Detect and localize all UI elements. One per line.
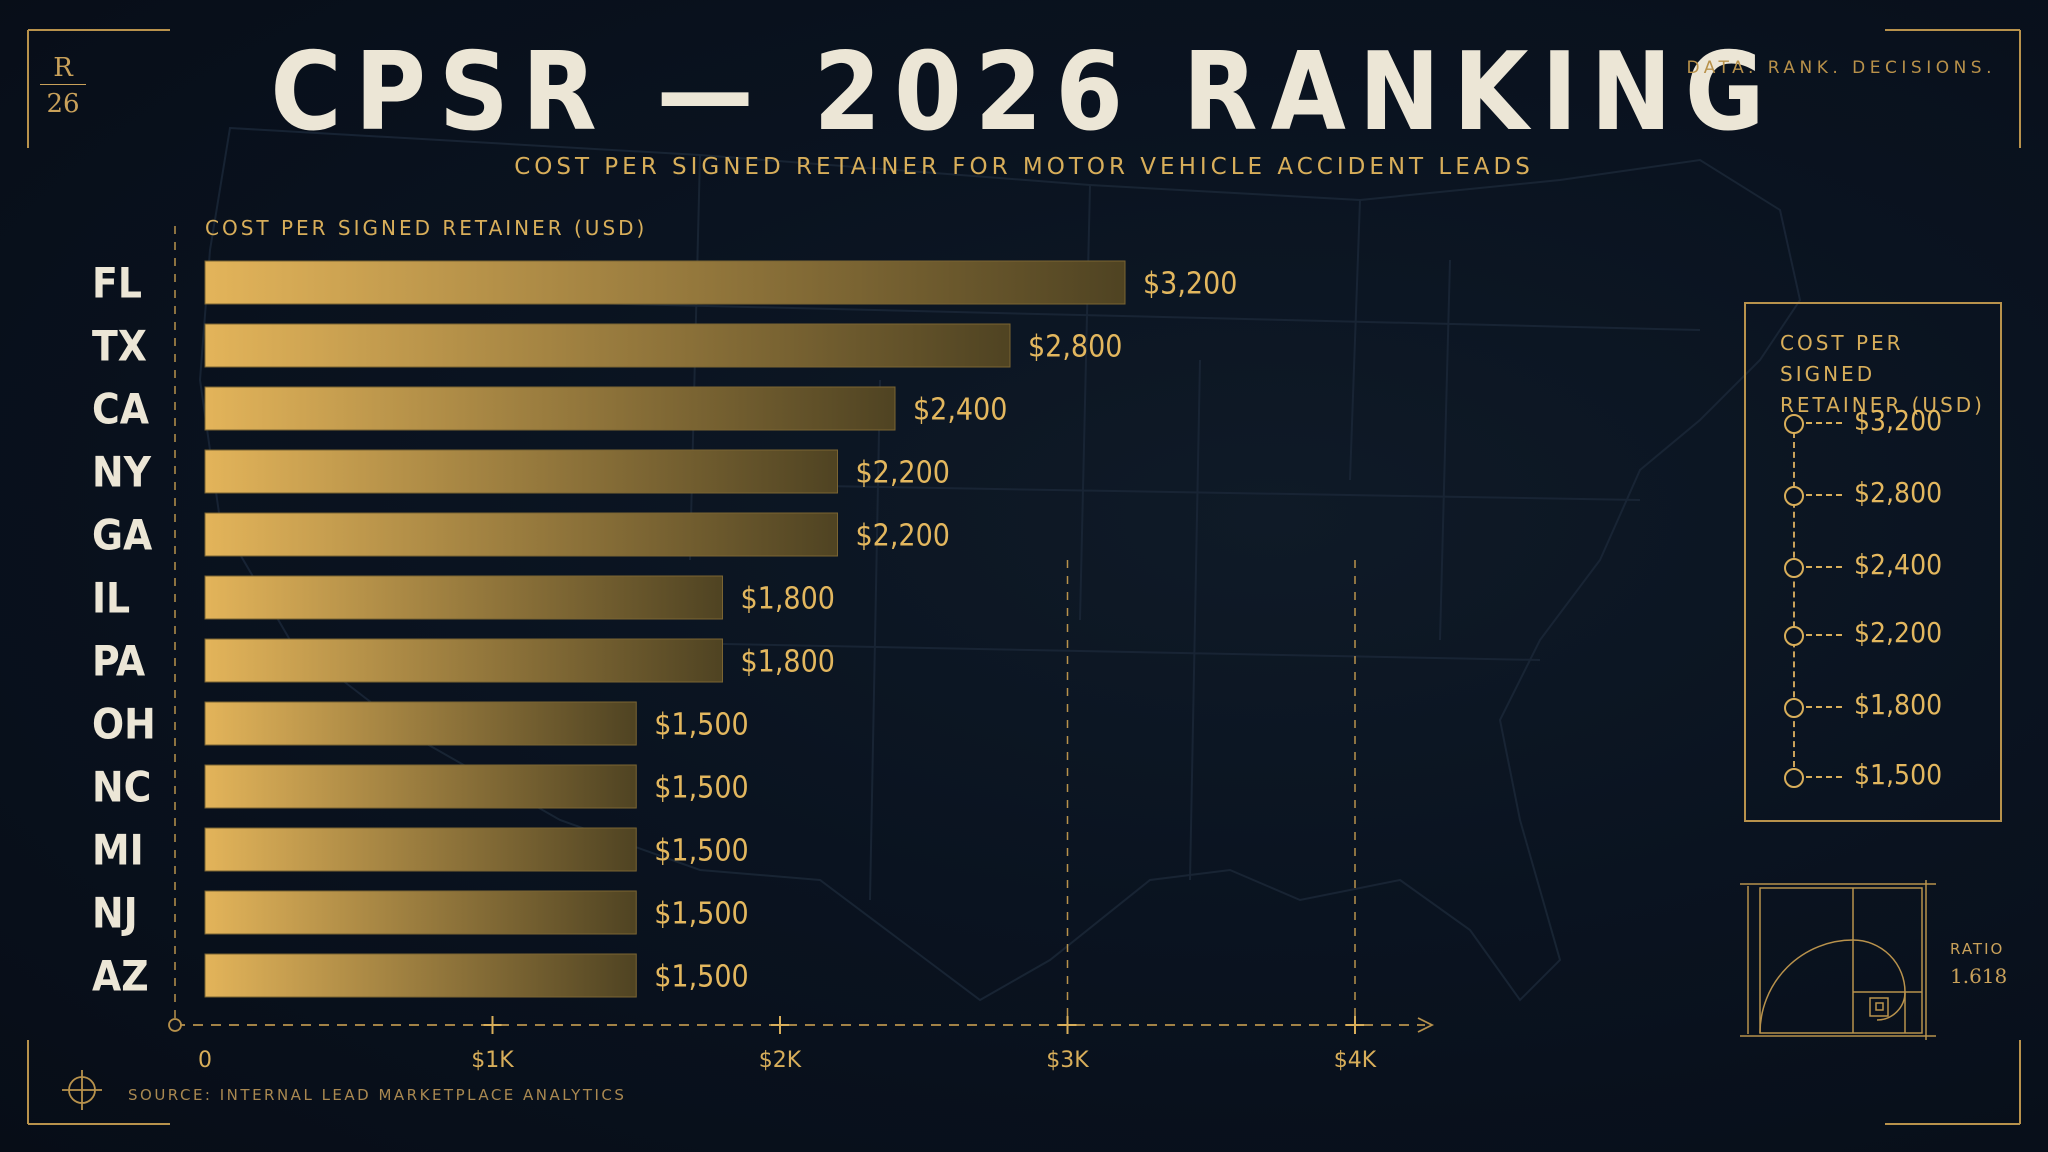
bar-az (204, 953, 637, 998)
axis-origin-dot (168, 1018, 182, 1032)
value-label: $1,500 (654, 960, 748, 995)
monogram-logo: R 26 (40, 52, 86, 123)
category-label: GA (92, 511, 153, 560)
ratio-value: 1.618 (1950, 964, 2008, 988)
tick-mark (771, 1016, 789, 1034)
category-label: NJ (92, 889, 138, 938)
source-note: SOURCE: INTERNAL LEAD MARKETPLACE ANALYT… (128, 1086, 627, 1104)
legend-title: COST PER SIGNED RETAINER (USD) (1780, 331, 1985, 417)
category-label: NY (92, 448, 152, 497)
x-tick-label: $4K (1334, 1048, 1377, 1073)
x-axis: 0 $1K $2K $3K $4K (168, 226, 1435, 1073)
ratio-label: RATIO (1950, 940, 2005, 958)
tagline: DATA. RANK. DECISIONS. (1686, 58, 1996, 78)
tick-mark (1346, 1016, 1364, 1034)
bar-nc (204, 764, 637, 809)
legend-dot-icon (1784, 768, 1804, 788)
bar-oh (204, 701, 637, 746)
bar-nj (204, 890, 637, 935)
value-label: $3,200 (1143, 267, 1237, 302)
category-label: AZ (92, 952, 149, 1001)
legend-connector (1793, 422, 1795, 777)
legend-dash (1806, 776, 1842, 778)
x-axis-title: COST PER SIGNED RETAINER (USD) (205, 216, 648, 240)
bar-ga (204, 512, 838, 557)
category-label: CA (92, 385, 150, 434)
crosshair-icon (62, 1070, 102, 1110)
bars-group: FL $3,200 TX $2,800 CA $2,400 NY $2,200 GA $2,200… (92, 259, 1237, 1001)
x-tick-label: $2K (759, 1048, 802, 1073)
legend-dot-icon (1784, 558, 1804, 578)
x-tick-label: $3K (1046, 1048, 1089, 1073)
category-label: MI (92, 826, 144, 875)
category-label: PA (92, 637, 146, 686)
golden-spiral-icon (1740, 880, 1936, 1040)
legend-dot-icon (1784, 486, 1804, 506)
legend-value: $1,800 (1854, 688, 1943, 721)
monogram-top: R (40, 52, 86, 85)
value-label: $2,400 (913, 393, 1007, 428)
value-label: $1,800 (741, 645, 835, 680)
monogram-bottom: 26 (46, 89, 80, 119)
page-subtitle: COST PER SIGNED RETAINER FOR MOTOR VEHIC… (514, 154, 1534, 180)
legend-dash (1806, 634, 1842, 636)
category-label: OH (92, 700, 156, 749)
legend-value: $2,400 (1854, 548, 1943, 581)
category-label: NC (92, 763, 151, 812)
legend-dash (1806, 422, 1842, 424)
bar-il (204, 575, 723, 620)
legend-dash (1806, 566, 1842, 568)
category-label: TX (92, 322, 147, 371)
tick-mark (1058, 1016, 1077, 1034)
legend-dot-icon (1784, 414, 1804, 434)
bar-ca (204, 386, 896, 431)
value-label: $2,800 (1028, 330, 1122, 365)
bar-mi (204, 827, 637, 872)
value-label: $2,200 (856, 456, 950, 491)
page-title: CPSR — 2026 RANKING (270, 30, 1778, 155)
value-label: $1,500 (654, 708, 748, 743)
bar-tx (204, 323, 1011, 368)
legend-dot-icon (1784, 698, 1804, 718)
legend-dash (1806, 494, 1842, 496)
legend-value: $2,200 (1854, 616, 1943, 649)
bar-pa (204, 638, 723, 683)
legend-panel: COST PER SIGNED RETAINER (USD) $3,200 $2… (1744, 302, 2002, 822)
category-label: IL (92, 574, 130, 623)
value-label: $1,500 (654, 897, 748, 932)
bar-fl (204, 260, 1126, 305)
x-tick-label: $1K (471, 1048, 514, 1073)
legend-dash (1806, 706, 1842, 708)
axis-arrow-icon (1417, 1017, 1435, 1033)
category-label: FL (92, 259, 142, 308)
bar-ny (204, 449, 838, 494)
legend-value: $1,500 (1854, 758, 1943, 791)
legend-dot-icon (1784, 626, 1804, 646)
legend-value: $2,800 (1854, 476, 1943, 509)
value-label: $1,500 (654, 771, 748, 806)
value-label: $1,500 (654, 834, 748, 869)
value-label: $2,200 (856, 519, 950, 554)
x-tick-label: 0 (198, 1048, 212, 1073)
tick-mark (483, 1016, 502, 1034)
legend-value: $3,200 (1854, 404, 1943, 437)
value-label: $1,800 (741, 582, 835, 617)
